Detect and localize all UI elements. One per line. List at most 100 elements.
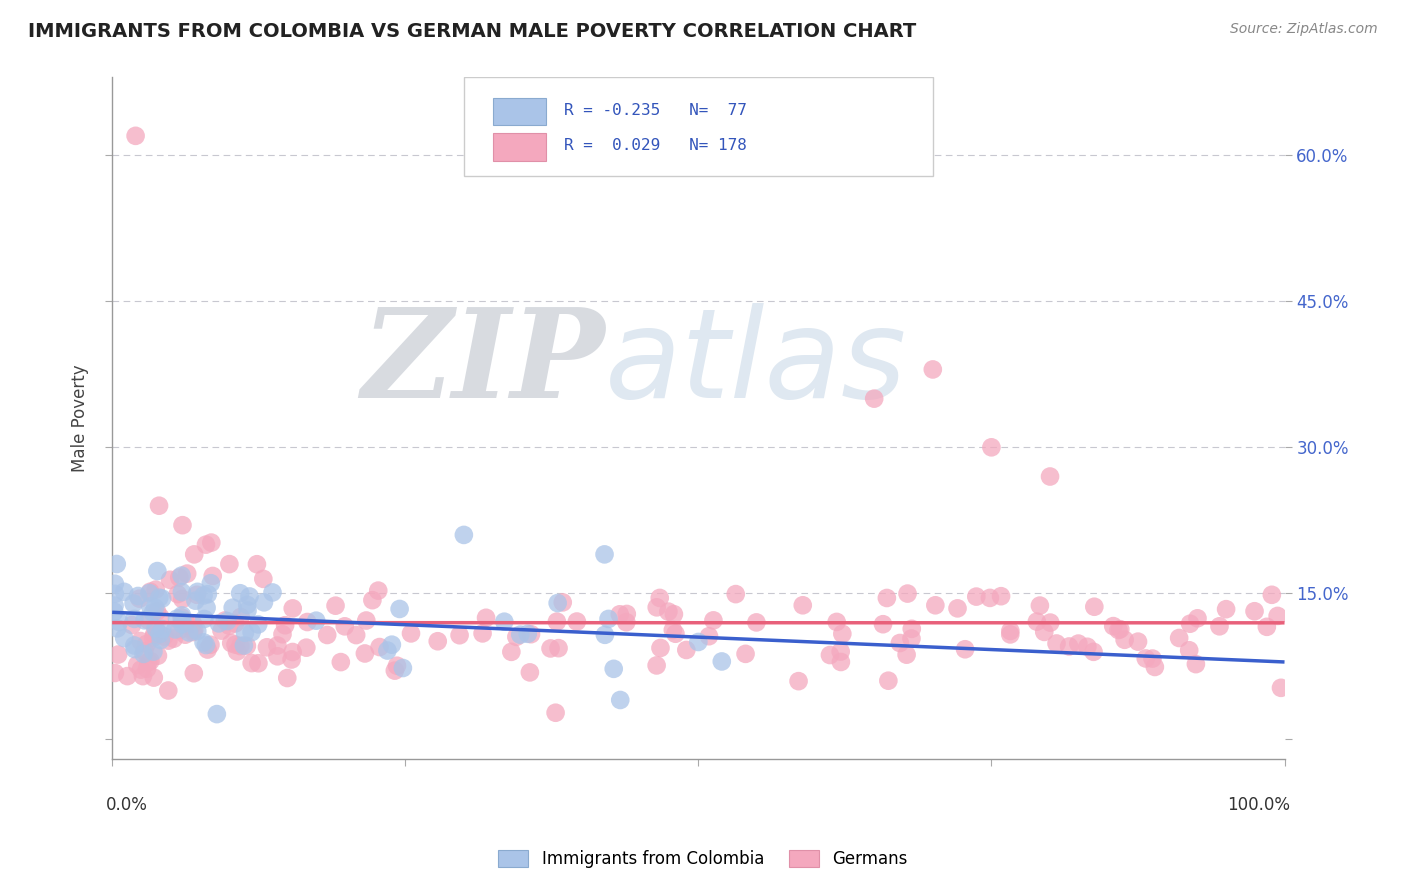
Point (150, 622, 173, 636)
Point (1033, 624, 1056, 639)
Point (471, 626, 494, 640)
Text: 0.0%: 0.0% (107, 797, 148, 814)
Point (236, 603, 259, 617)
Point (946, 601, 969, 615)
Point (172, 518, 194, 533)
Point (236, 598, 259, 612)
Point (197, 642, 219, 657)
Point (142, 644, 165, 658)
Point (516, 627, 538, 641)
Point (818, 648, 841, 662)
Point (609, 607, 631, 622)
Point (979, 591, 1001, 605)
Point (103, 599, 125, 613)
Point (675, 643, 697, 657)
Point (1039, 469, 1062, 483)
Point (384, 664, 406, 678)
Point (124, 642, 146, 657)
Point (645, 658, 668, 673)
Point (247, 617, 270, 632)
Point (236, 639, 259, 653)
Point (1135, 651, 1157, 665)
Point (381, 638, 404, 652)
Point (830, 655, 852, 669)
Point (172, 592, 194, 607)
Point (896, 586, 918, 600)
Point (598, 612, 620, 626)
Point (1270, 681, 1292, 695)
Point (354, 647, 377, 661)
Point (139, 599, 162, 614)
Point (127, 657, 149, 672)
Text: R =  0.029   N= 178: R = 0.029 N= 178 (564, 138, 747, 153)
Point (129, 663, 152, 677)
Point (924, 599, 946, 613)
Point (132, 647, 155, 661)
Point (1067, 637, 1090, 651)
Point (1142, 651, 1164, 665)
Point (146, 564, 169, 578)
Point (329, 655, 352, 669)
Point (825, 615, 848, 629)
Point (276, 671, 298, 685)
Point (142, 606, 165, 620)
Text: 100.0%: 100.0% (1227, 797, 1291, 814)
Point (697, 629, 720, 643)
Point (183, 548, 205, 562)
Point (226, 644, 249, 658)
Point (224, 638, 246, 652)
Point (139, 654, 162, 668)
Point (217, 614, 239, 628)
Point (710, 655, 733, 669)
Point (145, 582, 167, 597)
Point (1256, 620, 1278, 634)
Point (1168, 631, 1191, 645)
Point (1109, 622, 1132, 636)
Point (138, 586, 160, 600)
Point (399, 626, 422, 640)
Point (143, 600, 166, 615)
Point (547, 641, 569, 656)
Point (149, 627, 172, 641)
Point (246, 558, 269, 572)
Point (240, 625, 263, 640)
Point (1102, 619, 1125, 633)
Point (603, 662, 626, 676)
Y-axis label: Male Poverty: Male Poverty (72, 364, 89, 472)
Point (614, 615, 637, 630)
Point (650, 640, 672, 655)
Point (297, 615, 319, 629)
Point (103, 605, 125, 619)
Point (494, 615, 516, 629)
Point (540, 641, 562, 656)
Point (149, 632, 172, 647)
Point (426, 634, 449, 648)
Point (1108, 623, 1130, 637)
Point (831, 627, 853, 641)
Point (117, 669, 139, 683)
Point (896, 648, 918, 662)
Point (145, 621, 167, 635)
Point (367, 583, 389, 598)
Point (146, 648, 169, 663)
Point (174, 628, 197, 642)
Point (218, 618, 240, 632)
Point (208, 616, 231, 631)
Point (830, 644, 852, 658)
Point (159, 573, 181, 587)
Point (201, 569, 224, 583)
Point (520, 627, 543, 641)
Point (325, 599, 347, 613)
Point (266, 649, 288, 664)
Point (136, 655, 159, 669)
Point (166, 587, 188, 601)
Point (205, 707, 228, 722)
Point (128, 591, 150, 606)
Point (184, 593, 207, 607)
Point (170, 608, 193, 623)
Point (787, 674, 810, 689)
Point (1025, 615, 1047, 629)
Point (218, 557, 240, 571)
Point (1045, 636, 1067, 650)
Point (197, 587, 219, 601)
